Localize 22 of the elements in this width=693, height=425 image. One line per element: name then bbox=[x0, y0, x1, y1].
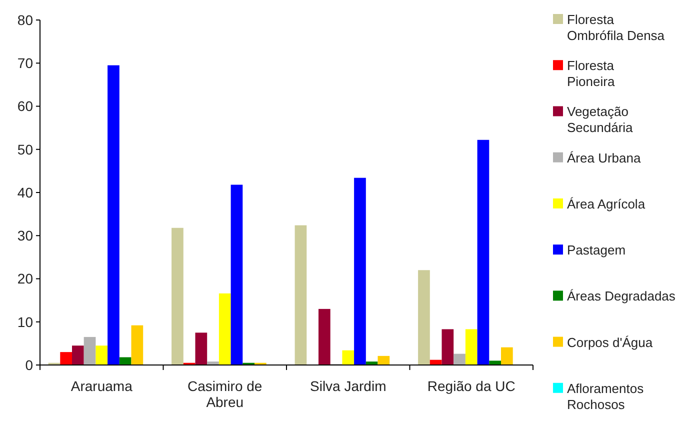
legend-label: Floresta Ombrófila Densa bbox=[567, 12, 666, 43]
legend-label: Área Agrícola bbox=[567, 196, 646, 212]
y-tick-label: 0 bbox=[25, 356, 34, 373]
y-tick-label: 20 bbox=[17, 270, 34, 287]
y-tick-label: 80 bbox=[17, 12, 34, 28]
y-tick-label: 40 bbox=[17, 184, 34, 200]
legend-label: Corpos d'Água bbox=[567, 334, 654, 350]
y-tick-label: 10 bbox=[17, 314, 34, 330]
legend-label: Área Urbana bbox=[567, 150, 642, 166]
y-tick-label: 60 bbox=[17, 98, 34, 114]
y-tick-label: 70 bbox=[17, 55, 34, 72]
legend-label: Pastagem bbox=[567, 242, 626, 258]
legend-label: Floresta Pioneira bbox=[567, 58, 616, 90]
y-tick-label: 30 bbox=[17, 228, 34, 244]
x-tick-label: Silva Jardim bbox=[310, 378, 386, 394]
x-tick-label: Araruama bbox=[70, 378, 133, 394]
y-tick-label: 50 bbox=[17, 141, 34, 158]
legend-label: Afloramentos Rochosos bbox=[567, 380, 644, 412]
x-tick-label: Região da UC bbox=[427, 378, 516, 394]
x-tick-label: Casimiro de Abreu bbox=[188, 378, 262, 410]
legend-label: Vegetação Secundária bbox=[567, 104, 634, 136]
legend-label: Áreas Degradadas bbox=[567, 288, 676, 304]
